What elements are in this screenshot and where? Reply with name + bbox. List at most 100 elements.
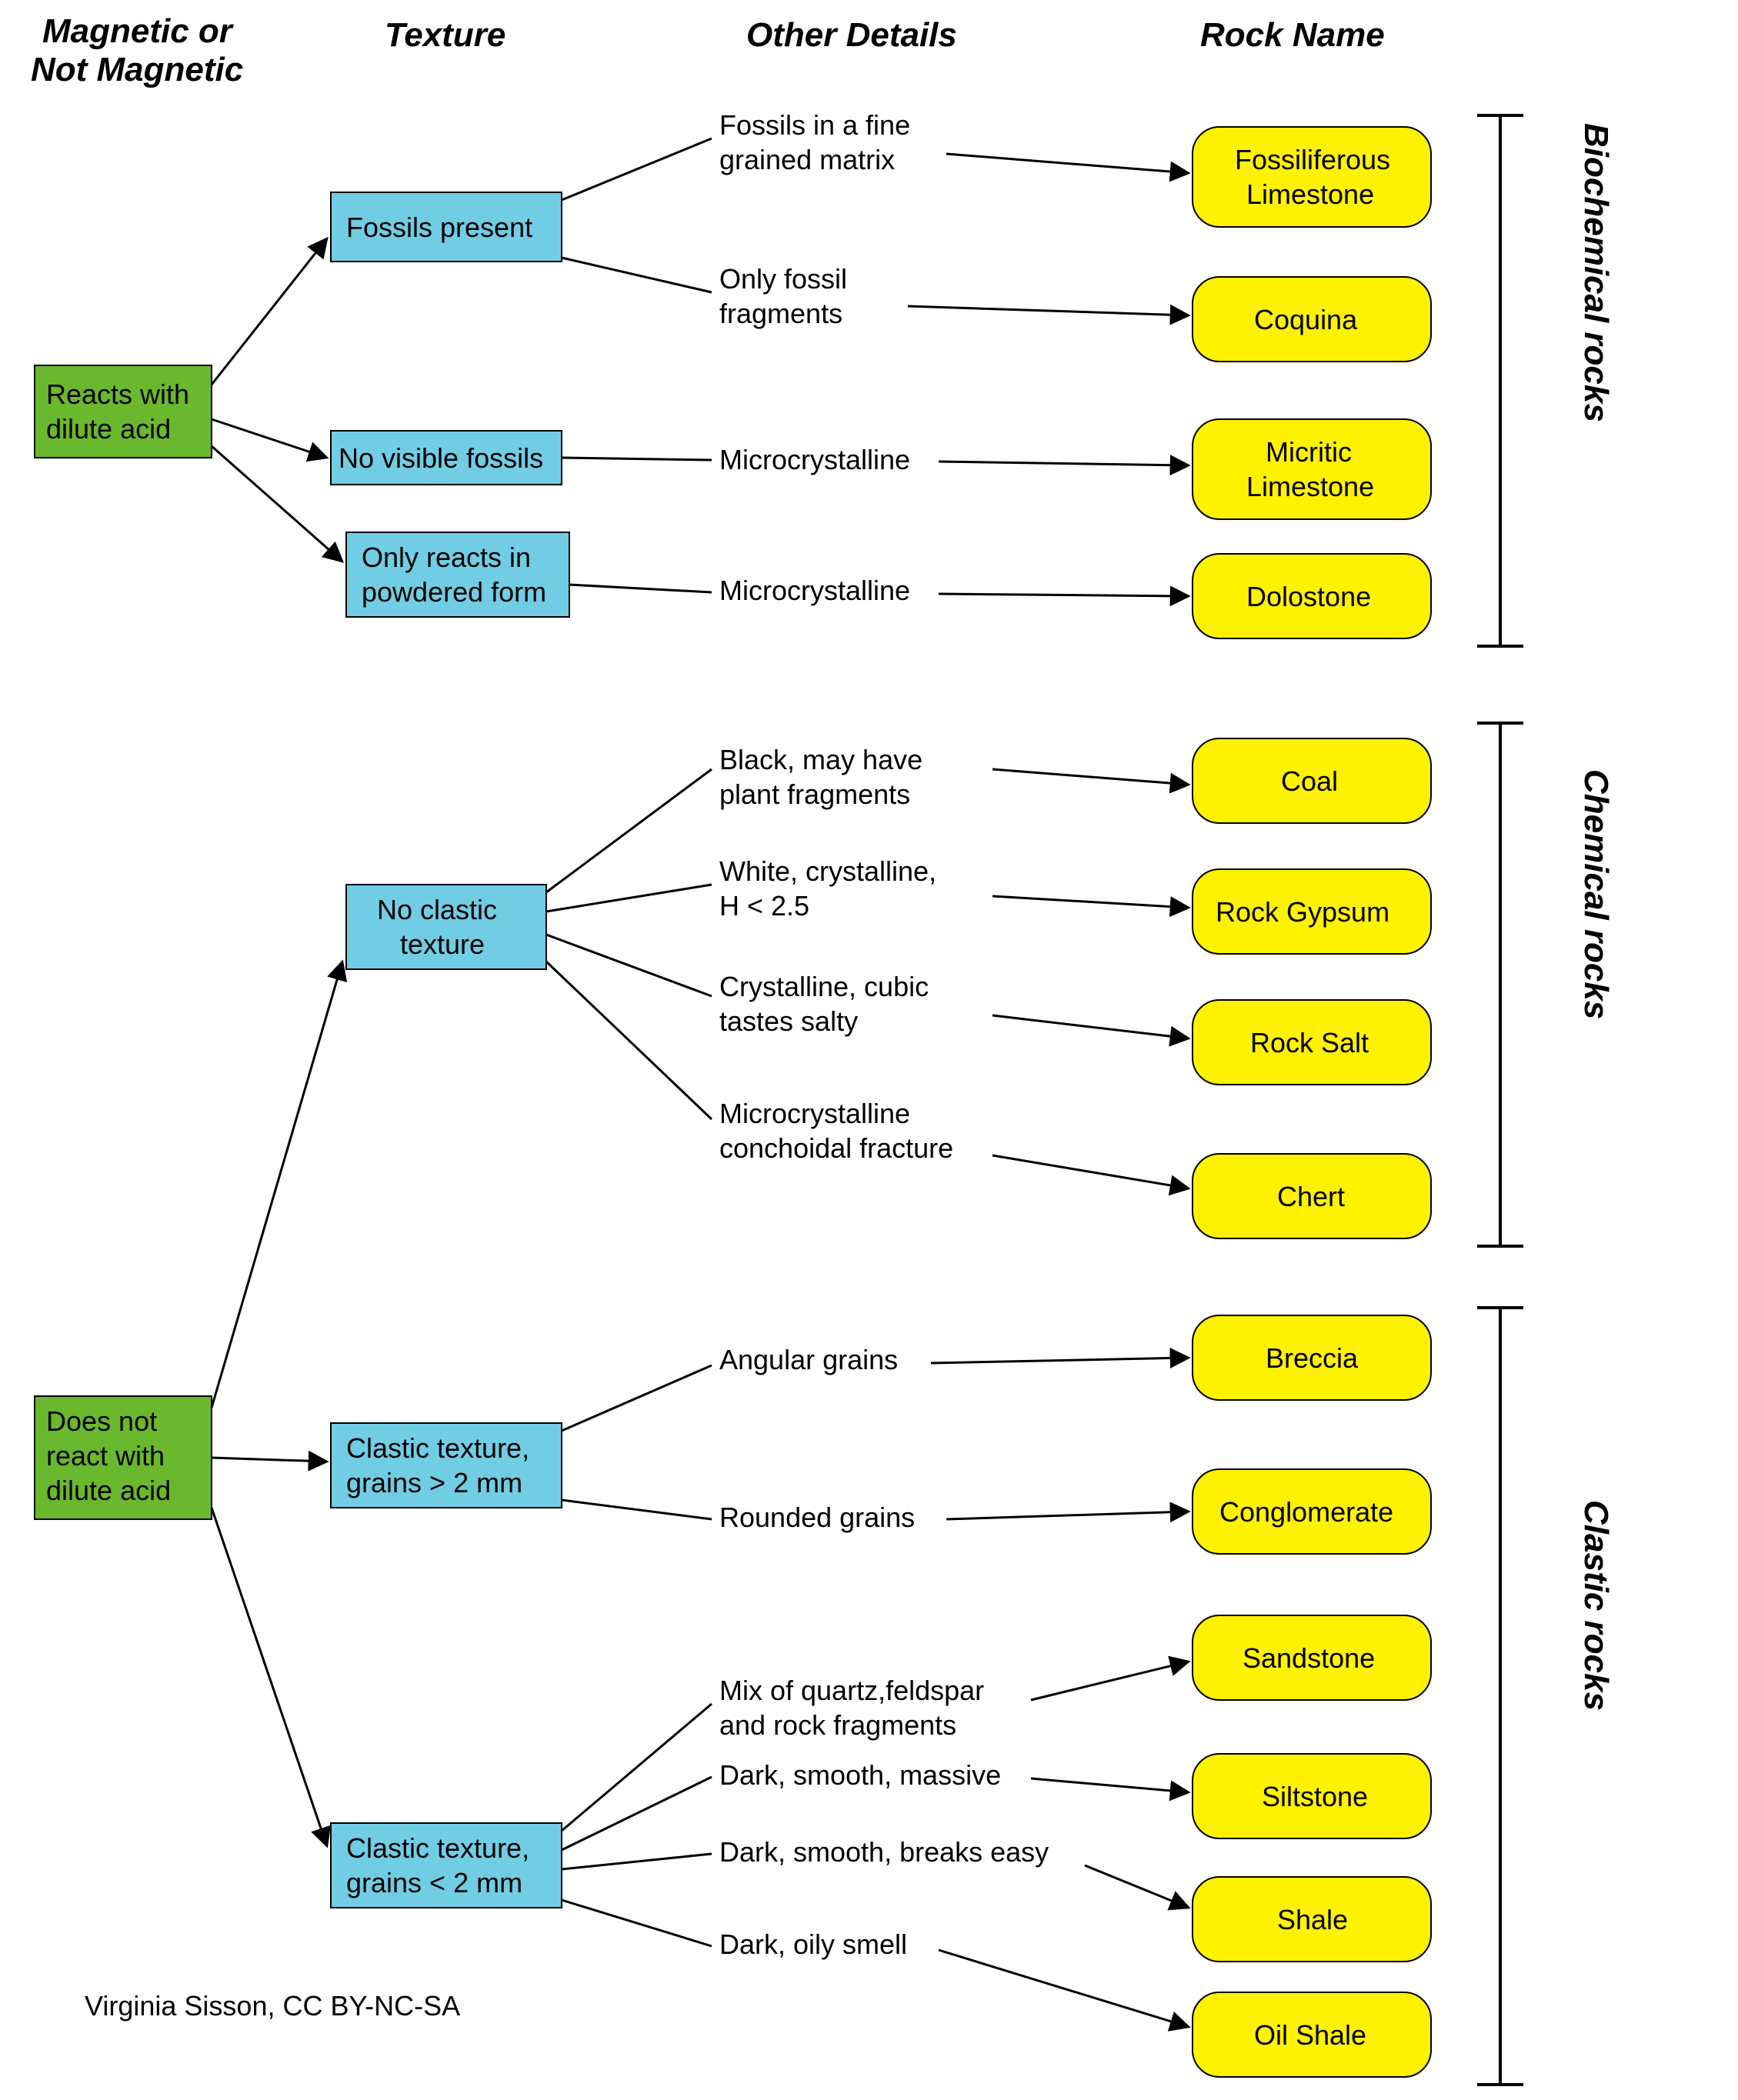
svg-text:Does not: Does not xyxy=(46,1405,157,1437)
rock-r1: Fossiliferous Limestone xyxy=(1193,127,1431,227)
edge-d11-r11 xyxy=(1031,1662,1189,1700)
svg-text:Siltstone: Siltstone xyxy=(1262,1781,1368,1812)
bracket-chemical xyxy=(1477,723,1523,1246)
header-col1-l2: Not Magnetic xyxy=(31,51,243,88)
svg-text:Coal: Coal xyxy=(1281,765,1338,797)
svg-text:Conglomerate: Conglomerate xyxy=(1219,1496,1393,1528)
edge-g1-b1 xyxy=(212,238,327,385)
detail-d6-l1: White, crystalline, xyxy=(719,855,936,887)
detail-d5-l1: Black, may have xyxy=(719,744,922,775)
svg-text:grains > 2 mm: grains > 2 mm xyxy=(346,1467,522,1498)
svg-text:grains < 2 mm: grains < 2 mm xyxy=(346,1867,522,1898)
rock-r12: Siltstone xyxy=(1193,1754,1431,1838)
svg-text:Coquina: Coquina xyxy=(1254,304,1358,335)
svg-text:Rock Salt: Rock Salt xyxy=(1250,1027,1369,1058)
svg-text:Shale: Shale xyxy=(1277,1904,1348,1935)
edge-d5-r5 xyxy=(992,769,1189,785)
detail-d2-l1: Only fossil xyxy=(719,263,847,295)
detail-d7-l1: Crystalline, cubic xyxy=(719,971,929,1002)
svg-text:Chert: Chert xyxy=(1277,1181,1345,1212)
edge-b4-d8 xyxy=(546,962,712,1119)
detail-d5-l2: plant fragments xyxy=(719,778,910,810)
header-col1-l1: Magnetic or xyxy=(42,12,235,50)
svg-text:Limestone: Limestone xyxy=(1246,471,1374,502)
rock-r7: Rock Salt xyxy=(1193,1000,1431,1085)
detail-d2-l2: fragments xyxy=(719,298,842,329)
edge-g1-b2 xyxy=(212,419,327,458)
header-col3: Other Details xyxy=(746,16,957,54)
edge-d1-r1 xyxy=(946,154,1189,173)
detail-d10: Rounded grains xyxy=(719,1502,915,1533)
rock-r13: Shale xyxy=(1193,1877,1431,1962)
rock-r14: Oil Shale xyxy=(1193,1992,1431,2077)
svg-text:Limestone: Limestone xyxy=(1246,178,1374,210)
rock-r5: Coal xyxy=(1193,738,1431,823)
svg-text:Fossiliferous: Fossiliferous xyxy=(1235,144,1390,175)
edge-d10-r10 xyxy=(946,1512,1189,1519)
edge-d9-r9 xyxy=(931,1358,1189,1363)
svg-text:dilute acid: dilute acid xyxy=(46,1475,171,1506)
edge-b1-d1 xyxy=(562,138,712,200)
bracket-clastic xyxy=(1477,1308,1523,2085)
category-biochemical: Biochemical rocks xyxy=(1577,123,1615,422)
edge-d2-r2 xyxy=(908,306,1189,315)
category-clastic: Clastic rocks xyxy=(1577,1500,1615,1711)
rock-r2: Coquina xyxy=(1193,277,1431,362)
edge-b6-d11 xyxy=(562,1704,712,1831)
category-chemical: Chemical rocks xyxy=(1577,769,1615,1019)
edge-d3-r3 xyxy=(939,462,1189,465)
rock-r9: Breccia xyxy=(1193,1315,1431,1400)
svg-text:Rock Gypsum: Rock Gypsum xyxy=(1216,896,1389,928)
svg-text:Oil Shale: Oil Shale xyxy=(1254,2019,1366,2051)
rock-r6: Rock Gypsum xyxy=(1193,869,1431,954)
svg-text:No clastic: No clastic xyxy=(377,894,497,925)
edge-b4-d7 xyxy=(546,935,712,996)
svg-text:texture: texture xyxy=(400,928,485,960)
edge-g2-b6 xyxy=(212,1508,327,1846)
edge-d7-r7 xyxy=(992,1015,1189,1038)
svg-text:Breccia: Breccia xyxy=(1266,1342,1359,1374)
detail-d11-l2: and rock fragments xyxy=(719,1709,956,1741)
detail-d3: Microcrystalline xyxy=(719,444,910,475)
edge-g2-b5 xyxy=(212,1458,327,1462)
detail-d12: Dark, smooth, massive xyxy=(719,1759,1001,1791)
blue-node-no-clastic: No clastic texture xyxy=(346,885,546,969)
edge-b6-d14 xyxy=(562,1900,712,1946)
detail-d1-l2: grained matrix xyxy=(719,144,895,175)
blue-node-fossils: Fossils present xyxy=(331,192,562,262)
svg-text:powdered form: powdered form xyxy=(362,576,546,608)
edge-d8-r8 xyxy=(992,1155,1189,1188)
svg-text:Reacts with: Reacts with xyxy=(46,378,189,410)
green-node-not-react: Does not react with dilute acid xyxy=(35,1396,212,1519)
edge-b4-d6 xyxy=(546,885,712,912)
svg-text:Sandstone: Sandstone xyxy=(1243,1642,1375,1674)
edge-d13-r13 xyxy=(1085,1865,1189,1908)
detail-d7-l2: tastes salty xyxy=(719,1005,858,1037)
svg-text:Micritic: Micritic xyxy=(1266,436,1352,468)
edge-b5-d9 xyxy=(562,1365,712,1431)
rock-r8: Chert xyxy=(1193,1154,1431,1238)
rock-r10: Conglomerate xyxy=(1193,1469,1431,1554)
edge-b6-d12 xyxy=(562,1777,712,1850)
bracket-biochemical xyxy=(1477,115,1523,646)
edge-b1-d2 xyxy=(562,258,712,292)
detail-d14: Dark, oily smell xyxy=(719,1928,907,1960)
svg-text:Clastic texture,: Clastic texture, xyxy=(346,1832,529,1864)
blue-node-clastic-gt2: Clastic texture, grains > 2 mm xyxy=(331,1423,562,1508)
detail-d6-l2: H < 2.5 xyxy=(719,890,809,922)
rock-r11: Sandstone xyxy=(1193,1615,1431,1700)
edge-d12-r12 xyxy=(1031,1778,1189,1792)
detail-d8-l2: conchoidal fracture xyxy=(719,1132,953,1164)
detail-d4: Microcrystalline xyxy=(719,575,910,606)
credit-text: Virginia Sisson, CC BY-NC-SA xyxy=(85,1990,460,2022)
blue-node-clastic-lt2: Clastic texture, grains < 2 mm xyxy=(331,1823,562,1908)
edge-d6-r6 xyxy=(992,896,1189,908)
svg-text:Dolostone: Dolostone xyxy=(1246,581,1371,612)
green-node-reacts: Reacts with dilute acid xyxy=(35,365,212,458)
rock-r4: Dolostone xyxy=(1193,554,1431,638)
svg-text:dilute acid: dilute acid xyxy=(46,413,171,445)
svg-text:No visible fossils: No visible fossils xyxy=(339,442,543,474)
detail-d8-l1: Microcrystalline xyxy=(719,1098,910,1129)
svg-text:Fossils present: Fossils present xyxy=(346,212,532,243)
svg-text:react with: react with xyxy=(46,1440,165,1472)
